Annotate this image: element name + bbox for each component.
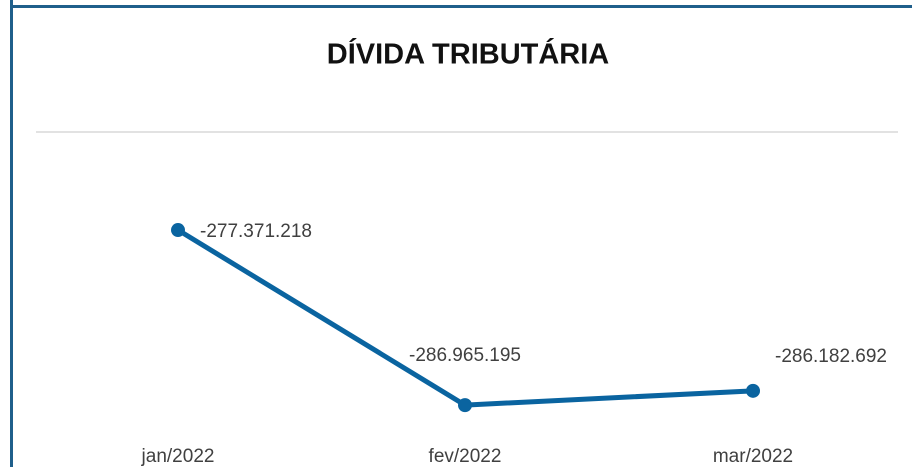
line <box>176 227 754 408</box>
point <box>171 223 185 238</box>
chart-title: DÍVIDA TRIBUTÁRIA <box>327 37 610 71</box>
point <box>458 398 472 413</box>
x-tick-label: mar/2022 <box>713 446 793 467</box>
point <box>746 383 760 398</box>
value-label: -277.371.218 <box>200 221 312 242</box>
x-tick-label: fev/2022 <box>429 446 502 467</box>
x-tick-label: jan/2022 <box>141 446 215 467</box>
value-label: -286.182.692 <box>775 346 887 367</box>
value-label: -286.965.195 <box>409 345 521 366</box>
